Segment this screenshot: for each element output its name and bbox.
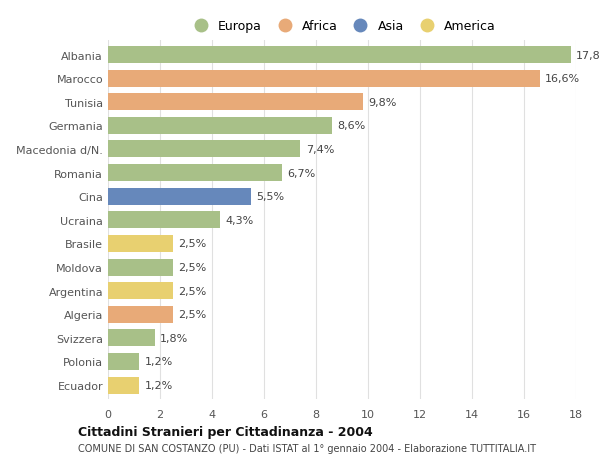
Text: 7,4%: 7,4%: [305, 145, 334, 155]
Bar: [108, 330, 155, 347]
Bar: [108, 165, 282, 182]
Bar: [108, 94, 363, 111]
Text: 5,5%: 5,5%: [256, 192, 284, 202]
Bar: [108, 141, 301, 158]
Bar: [108, 235, 173, 252]
Text: 2,5%: 2,5%: [178, 239, 206, 249]
Text: 4,3%: 4,3%: [225, 215, 253, 225]
Bar: [108, 47, 571, 64]
Text: 17,8%: 17,8%: [576, 50, 600, 61]
Text: COMUNE DI SAN COSTANZO (PU) - Dati ISTAT al 1° gennaio 2004 - Elaborazione TUTTI: COMUNE DI SAN COSTANZO (PU) - Dati ISTAT…: [78, 443, 536, 453]
Text: 16,6%: 16,6%: [545, 74, 580, 84]
Bar: [108, 118, 332, 134]
Text: 1,2%: 1,2%: [145, 380, 173, 390]
Bar: [108, 188, 251, 205]
Text: 2,5%: 2,5%: [178, 263, 206, 273]
Bar: [108, 377, 139, 394]
Text: 2,5%: 2,5%: [178, 309, 206, 319]
Text: 9,8%: 9,8%: [368, 98, 397, 107]
Bar: [108, 282, 173, 299]
Text: Cittadini Stranieri per Cittadinanza - 2004: Cittadini Stranieri per Cittadinanza - 2…: [78, 425, 373, 438]
Text: 1,2%: 1,2%: [145, 357, 173, 367]
Text: 8,6%: 8,6%: [337, 121, 365, 131]
Bar: [108, 71, 539, 88]
Bar: [108, 306, 173, 323]
Text: 1,8%: 1,8%: [160, 333, 188, 343]
Bar: [108, 259, 173, 276]
Text: 6,7%: 6,7%: [287, 168, 316, 178]
Bar: [108, 353, 139, 370]
Legend: Europa, Africa, Asia, America: Europa, Africa, Asia, America: [183, 15, 501, 38]
Bar: [108, 212, 220, 229]
Text: 2,5%: 2,5%: [178, 286, 206, 296]
